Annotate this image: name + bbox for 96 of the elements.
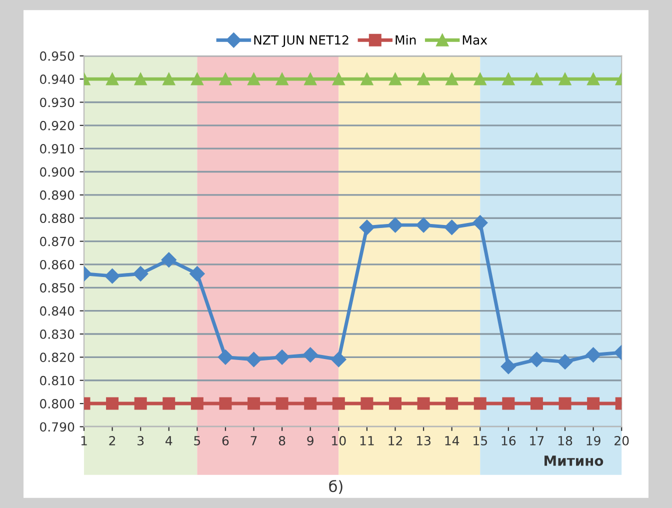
x-tick-label: 13 [416,436,430,446]
point [360,72,374,86]
point [388,218,403,233]
y-tick-label: 0.850 [40,283,74,293]
point [474,397,486,410]
x-tick-label: 18 [558,436,572,446]
text: б) [329,480,342,494]
point [276,397,288,410]
x-tick-label: 7 [250,436,257,446]
x-tick-label: 11 [360,436,374,446]
point [416,218,432,233]
point [276,72,288,86]
point [529,352,544,368]
x-tick-label: 3 [138,436,144,446]
x-tick-label: 4 [166,436,172,446]
point [500,358,516,374]
y-tick-label: 0.820 [40,352,74,362]
x-tick-label: 12 [388,436,402,446]
point [558,72,572,86]
point [331,352,346,368]
point [304,72,317,86]
point [219,397,232,410]
x-tick-label: 14 [445,436,460,446]
point [530,397,543,410]
point [104,268,120,284]
x-tick-label: 17 [530,436,544,446]
point [557,354,573,370]
y-tick-label: 0.880 [40,214,74,224]
y-tick-label: 0.910 [40,144,74,154]
band-label: Митино [544,456,604,466]
point [530,72,543,86]
point [474,72,486,86]
point [190,266,205,282]
point [134,72,147,86]
x-tick-label: 9 [307,436,314,446]
x-tick-label: 6 [222,436,229,446]
point [133,266,148,282]
y-tick-label: 0.830 [40,329,74,339]
point [417,72,430,86]
x-tick-label: 20 [614,436,629,446]
point [472,215,488,230]
point [388,72,402,86]
point [388,397,402,410]
point [446,397,458,410]
point [444,220,460,235]
y-tick-label: 0.860 [40,260,74,270]
x-tick-label: 2 [109,436,116,446]
point [502,397,515,410]
point [248,72,260,86]
point [218,350,234,365]
point [246,352,262,368]
point [587,72,600,86]
x-tick-label: 1 [81,436,87,446]
y-tick-label: 0.810 [40,376,74,386]
point [302,347,318,362]
point [274,350,290,365]
point [332,72,345,86]
point [446,72,458,86]
x-tick-label: 15 [474,436,487,446]
x-tick-label: 19 [586,436,600,446]
legend-label: Max [462,35,488,45]
point [587,397,600,410]
point [106,72,119,86]
point [304,397,317,410]
point [248,397,260,410]
point [106,397,119,410]
point [190,72,204,86]
point [162,397,176,410]
x-tick-label: 8 [278,436,286,446]
point [134,397,147,410]
y-tick-label: 0.840 [40,306,74,316]
y-tick-label: 0.940 [40,74,74,84]
y-tick-label: 0.930 [40,98,74,108]
y-tick-label: 0.950 [40,51,74,61]
point [219,72,232,86]
y-tick-label: 0.920 [40,120,74,130]
point [190,397,204,410]
legend-label: NZT JUN NET12 [254,35,348,48]
x-tick-label: 5 [194,436,200,446]
point [161,252,176,268]
x-tick-label: 16 [502,436,516,446]
y-tick-label: 0.870 [40,236,74,246]
point [332,397,345,410]
y-tick-label: 0.900 [40,167,74,177]
point [417,397,430,410]
point [502,72,515,86]
x-tick-label: 10 [332,436,346,446]
y-tick-label: 0.800 [40,399,74,408]
point [162,72,176,86]
point [586,347,601,362]
point [360,397,374,410]
point [558,397,572,410]
y-tick-label: 0.890 [40,190,74,200]
legend-label: Min [396,35,416,45]
point [359,220,375,235]
y-tick-label: 0.790 [40,422,74,432]
